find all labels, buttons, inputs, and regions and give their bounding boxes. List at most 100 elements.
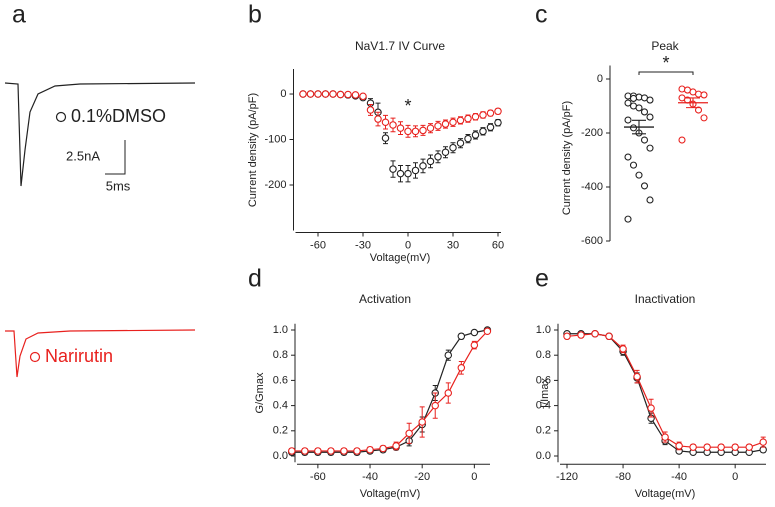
legend-marker bbox=[29, 351, 41, 363]
fit-line bbox=[291, 329, 488, 453]
point bbox=[351, 91, 360, 99]
y-tick-label: -600 bbox=[581, 235, 603, 247]
y-tick-label: 0.6 bbox=[536, 374, 551, 386]
y-tick-label: 0 bbox=[280, 88, 286, 100]
point bbox=[479, 111, 487, 119]
point bbox=[389, 121, 397, 129]
x-tick-label: 0 bbox=[471, 471, 477, 483]
legend-label: Narirutin bbox=[45, 346, 113, 366]
y-axis-label: G/Gmax bbox=[254, 372, 266, 413]
chart-title: Peak bbox=[651, 39, 679, 53]
point bbox=[635, 104, 643, 112]
point bbox=[396, 169, 405, 178]
trace bbox=[4, 82, 196, 187]
point bbox=[344, 90, 352, 99]
fit-line bbox=[291, 330, 488, 452]
point bbox=[426, 124, 435, 132]
x-tick-label: 0 bbox=[732, 471, 738, 483]
point bbox=[381, 118, 390, 126]
panel-letter: c bbox=[535, 1, 548, 29]
y-axis-label: Current density (pA/pF) bbox=[247, 93, 259, 207]
y-tick-label: -200 bbox=[264, 179, 286, 191]
point bbox=[577, 331, 585, 339]
y-tick-label: 0.0 bbox=[273, 450, 288, 462]
point bbox=[689, 443, 697, 451]
point bbox=[306, 90, 315, 98]
point bbox=[624, 99, 632, 107]
significance-bracket bbox=[638, 71, 694, 75]
point bbox=[411, 127, 420, 136]
scale-label: 2.5nA bbox=[66, 148, 100, 163]
point bbox=[389, 165, 397, 173]
y-tick-label: -100 bbox=[264, 133, 286, 145]
point bbox=[405, 429, 413, 438]
point bbox=[434, 122, 442, 130]
sem-bar bbox=[686, 97, 700, 109]
point bbox=[449, 143, 457, 152]
annotation: * bbox=[662, 53, 669, 73]
point bbox=[359, 92, 367, 101]
point bbox=[647, 404, 655, 412]
point bbox=[640, 182, 649, 190]
point bbox=[646, 196, 654, 204]
point bbox=[441, 148, 450, 157]
sem-bar bbox=[632, 119, 646, 135]
y-tick-label: 0.8 bbox=[536, 349, 551, 361]
point bbox=[471, 113, 480, 121]
y-tick-label: -200 bbox=[581, 127, 603, 139]
point bbox=[471, 131, 480, 139]
point bbox=[633, 372, 641, 381]
point bbox=[392, 442, 400, 450]
point bbox=[675, 442, 683, 450]
chart-title: NaV1.7 IV Curve bbox=[355, 39, 445, 53]
legend-marker bbox=[55, 111, 67, 123]
panel-letter: e bbox=[535, 265, 549, 293]
point bbox=[486, 123, 495, 131]
point bbox=[418, 418, 426, 426]
fit-line bbox=[566, 333, 764, 448]
x-tick-label: 30 bbox=[447, 239, 459, 251]
point bbox=[329, 90, 337, 98]
point bbox=[374, 115, 382, 123]
point bbox=[470, 328, 479, 337]
y-tick-label: 0.4 bbox=[536, 400, 551, 412]
point bbox=[619, 345, 627, 353]
legend-label: 0.1%DMSO bbox=[71, 106, 166, 126]
chart-title: Inactivation bbox=[635, 292, 696, 306]
annotation: * bbox=[404, 96, 411, 116]
x-tick-label: -60 bbox=[310, 239, 326, 251]
point bbox=[396, 124, 405, 132]
point bbox=[635, 171, 643, 179]
point bbox=[314, 447, 322, 455]
x-tick-label: -20 bbox=[414, 471, 430, 483]
point bbox=[563, 332, 571, 341]
point bbox=[640, 108, 649, 116]
x-axis-label: Voltage(mV) bbox=[635, 488, 696, 500]
point bbox=[314, 90, 322, 98]
point bbox=[381, 134, 390, 142]
y-tick-label: 1.0 bbox=[536, 324, 551, 336]
scale-label: 5ms bbox=[106, 178, 131, 193]
point bbox=[646, 113, 654, 121]
point bbox=[340, 447, 348, 455]
y-tick-label: 0 bbox=[597, 73, 603, 85]
point bbox=[629, 94, 638, 102]
point bbox=[470, 341, 479, 349]
chart-title: Activation bbox=[359, 292, 411, 306]
point bbox=[464, 114, 472, 123]
point bbox=[404, 127, 412, 136]
y-tick-label: 0.0 bbox=[536, 450, 551, 462]
point bbox=[366, 106, 375, 114]
y-tick-label: -400 bbox=[581, 181, 603, 193]
point bbox=[419, 126, 427, 135]
point bbox=[624, 116, 632, 124]
point bbox=[456, 139, 465, 147]
x-tick-label: -30 bbox=[355, 239, 371, 251]
point bbox=[494, 118, 502, 127]
point bbox=[457, 364, 466, 372]
point bbox=[456, 116, 465, 125]
y-tick-label: 1.0 bbox=[273, 324, 288, 336]
trace bbox=[5, 329, 196, 378]
point bbox=[431, 401, 439, 410]
